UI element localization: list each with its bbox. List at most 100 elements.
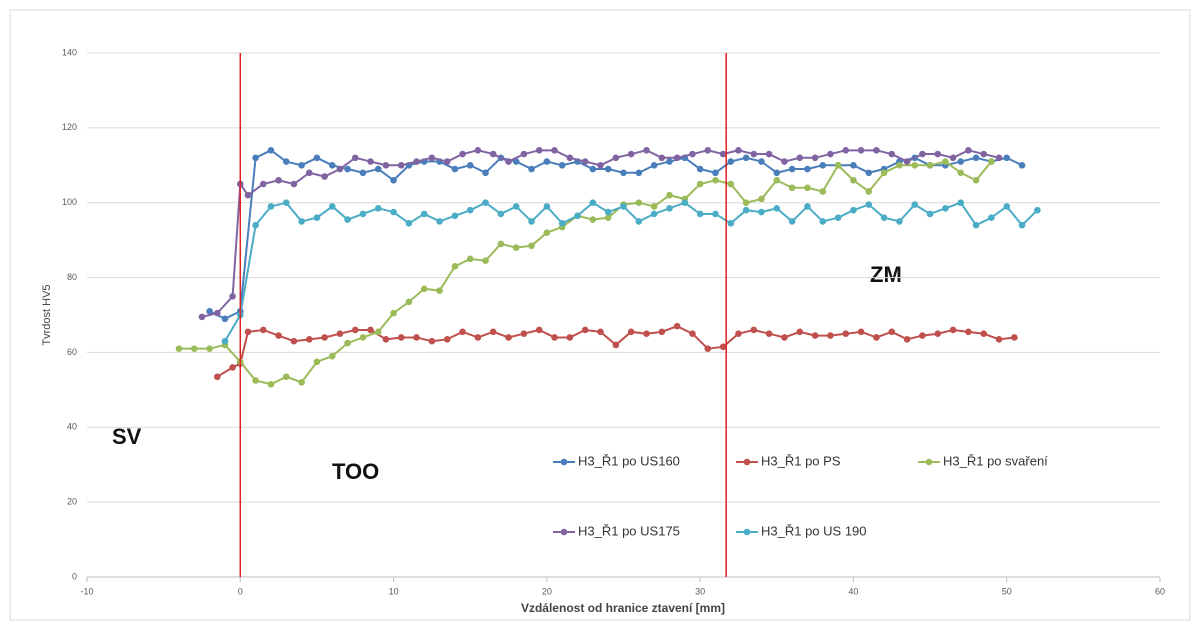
point bbox=[382, 336, 390, 343]
point bbox=[850, 176, 857, 184]
x-tick-label: 10 bbox=[389, 586, 399, 596]
point bbox=[443, 336, 451, 343]
point bbox=[528, 242, 535, 250]
point bbox=[436, 218, 443, 225]
point bbox=[765, 150, 773, 158]
point bbox=[459, 150, 466, 158]
legend-marker bbox=[560, 458, 568, 466]
point bbox=[750, 150, 758, 158]
legend-label: H3_Ř1 po US160 bbox=[578, 453, 680, 468]
point bbox=[359, 210, 367, 218]
point bbox=[344, 339, 351, 347]
point bbox=[758, 158, 765, 165]
point bbox=[804, 165, 811, 173]
point bbox=[512, 203, 520, 210]
point bbox=[359, 169, 367, 177]
point bbox=[635, 218, 643, 225]
point bbox=[696, 165, 704, 173]
point bbox=[505, 158, 512, 165]
y-tick-label: 0 bbox=[72, 571, 77, 581]
y-tick-label: 20 bbox=[67, 497, 77, 507]
point bbox=[390, 176, 397, 184]
y-tick-label: 60 bbox=[67, 347, 77, 357]
point bbox=[773, 176, 781, 184]
point bbox=[865, 169, 873, 177]
point bbox=[842, 330, 850, 338]
point bbox=[374, 165, 382, 173]
point bbox=[873, 147, 880, 154]
point bbox=[857, 328, 865, 336]
point bbox=[957, 199, 965, 207]
point bbox=[988, 214, 995, 221]
point bbox=[627, 150, 635, 158]
point bbox=[428, 154, 436, 162]
legend-marker bbox=[743, 458, 751, 466]
point bbox=[305, 336, 313, 343]
point bbox=[896, 218, 903, 225]
point bbox=[267, 203, 275, 210]
point bbox=[850, 206, 857, 214]
point bbox=[191, 345, 198, 352]
point bbox=[374, 205, 382, 212]
point bbox=[804, 203, 811, 210]
y-tick-label: 140 bbox=[62, 47, 77, 57]
legend-label: H3_Ř1 po svaření bbox=[943, 453, 1048, 468]
point bbox=[252, 377, 259, 384]
point bbox=[589, 165, 597, 173]
point bbox=[643, 330, 650, 338]
annotation: TOO bbox=[332, 459, 379, 484]
point bbox=[995, 154, 1003, 162]
legend-label: H3_Ř1 po US175 bbox=[578, 523, 680, 538]
y-axis-title: Tvrdost HV5 bbox=[41, 284, 53, 345]
point bbox=[535, 147, 543, 154]
point bbox=[604, 214, 612, 221]
x-tick-label: 20 bbox=[542, 586, 552, 596]
point bbox=[865, 188, 873, 195]
point bbox=[321, 173, 328, 180]
point bbox=[834, 161, 842, 169]
point bbox=[213, 373, 221, 381]
point bbox=[474, 147, 482, 154]
point bbox=[206, 307, 213, 315]
point bbox=[781, 334, 788, 341]
point bbox=[788, 184, 796, 192]
point bbox=[344, 216, 351, 223]
point bbox=[719, 150, 727, 158]
point bbox=[972, 176, 980, 184]
legend-marker bbox=[743, 528, 751, 536]
point bbox=[995, 336, 1003, 343]
point bbox=[742, 154, 750, 162]
point bbox=[528, 165, 535, 173]
point bbox=[658, 328, 666, 336]
point bbox=[765, 330, 773, 338]
x-tick-label: 40 bbox=[848, 586, 858, 596]
point bbox=[520, 150, 528, 158]
point bbox=[712, 210, 719, 218]
point bbox=[804, 184, 811, 192]
point bbox=[643, 147, 650, 154]
point bbox=[1018, 221, 1026, 229]
point bbox=[543, 158, 551, 165]
legend-entry: H3_Ř1 po svaření bbox=[918, 453, 1048, 468]
point bbox=[796, 328, 804, 336]
point bbox=[535, 326, 543, 334]
point bbox=[290, 337, 298, 345]
point bbox=[328, 161, 336, 169]
point bbox=[351, 326, 359, 334]
point bbox=[926, 161, 934, 169]
point bbox=[750, 326, 758, 334]
point bbox=[972, 221, 980, 229]
point bbox=[413, 334, 420, 341]
point bbox=[666, 205, 673, 212]
point bbox=[313, 154, 321, 162]
point bbox=[934, 150, 942, 158]
point bbox=[949, 154, 957, 162]
point bbox=[1003, 154, 1011, 162]
point bbox=[428, 337, 436, 345]
point bbox=[558, 220, 566, 227]
point bbox=[735, 147, 742, 154]
x-tick-label: 30 bbox=[695, 586, 705, 596]
point bbox=[819, 218, 827, 225]
point bbox=[758, 195, 765, 203]
point bbox=[336, 330, 344, 338]
